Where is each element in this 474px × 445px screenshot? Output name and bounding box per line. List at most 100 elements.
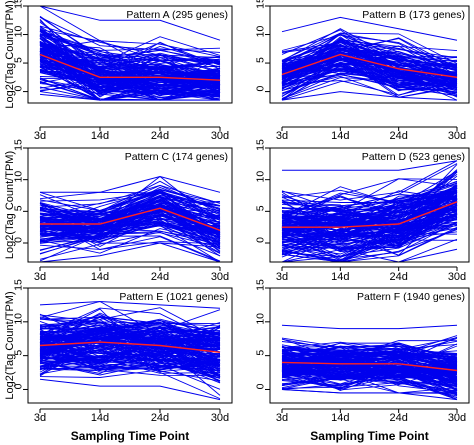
x-tick-label: 14d <box>331 412 349 424</box>
plot-frame <box>269 147 470 263</box>
gene-line <box>281 75 458 98</box>
gene-line <box>39 201 221 235</box>
gene-line <box>281 353 458 357</box>
lower-envelope-line <box>39 378 221 401</box>
gene-line <box>39 347 221 384</box>
gene-line <box>39 232 221 252</box>
mean-line <box>40 207 221 231</box>
panel-title: Pattern D (523 genes) <box>362 151 465 163</box>
gene-line <box>39 332 221 354</box>
gene-line <box>39 79 221 101</box>
lower-envelope-line <box>281 91 458 101</box>
panel-title: Pattern A (295 genes) <box>126 9 228 21</box>
gene-line <box>39 55 221 95</box>
y-tick-label: 5 <box>255 350 267 356</box>
gene-line <box>39 58 221 81</box>
y-axis-label: Log2(Tag Count/TPM) <box>4 291 16 399</box>
gene-line <box>39 184 221 208</box>
y-tick-label: 10 <box>13 26 25 38</box>
x-tick-label: 3d <box>276 130 288 142</box>
gene-line <box>281 238 458 262</box>
y-tick-label: 0 <box>255 86 267 92</box>
gene-line <box>281 378 458 398</box>
x-tick-label: 3d <box>276 412 288 424</box>
gene-profile-lines <box>281 16 458 101</box>
y-tick-label: 15 <box>13 0 25 9</box>
gene-line <box>39 75 221 101</box>
x-tick-label: 24d <box>151 130 169 142</box>
gene-line <box>39 193 221 219</box>
gene-line <box>282 229 458 262</box>
gene-line <box>281 33 458 79</box>
y-tick-label: 10 <box>255 313 267 325</box>
gene-line <box>281 376 458 390</box>
mean-line <box>39 341 221 353</box>
y-tick-label: 5 <box>13 57 25 63</box>
x-tick-label: 30d <box>211 271 229 283</box>
y-tick-label: 15 <box>255 0 267 9</box>
gene-line <box>281 195 458 236</box>
y-tick-label: 10 <box>13 171 25 183</box>
gene-line <box>39 25 221 65</box>
panel-b: Pattern B (173 genes) 0 5 10 15 3d 14d 24d 30d <box>255 0 470 142</box>
gene-line <box>39 315 221 382</box>
upper-envelope-line <box>40 175 221 193</box>
panel-e: Pattern E (1021 genes) 0 5 10 15 3d 14d 24d 30d L… <box>4 279 233 443</box>
y-tick-label: 0 <box>13 383 25 389</box>
gene-line <box>281 41 458 66</box>
mean-line <box>282 201 458 228</box>
gene-line <box>39 225 221 247</box>
gene-line <box>39 210 221 254</box>
gene-line <box>281 75 458 101</box>
panel-f: Pattern F (1940 genes) 0 5 10 15 3d 14d 24d 30d S… <box>255 279 470 443</box>
gene-line <box>39 204 221 237</box>
gene-line <box>281 362 458 378</box>
gene-line <box>39 44 221 62</box>
gene-profile-lines <box>281 160 458 262</box>
gene-line <box>281 169 458 223</box>
x-tick-label: 30d <box>448 130 466 142</box>
upper-envelope-line <box>281 16 458 41</box>
gene-line <box>39 341 221 370</box>
panel-title: Pattern E (1021 genes) <box>119 291 228 303</box>
upper-envelope-line <box>281 324 458 330</box>
gene-line <box>39 80 221 101</box>
gene-line <box>39 367 221 376</box>
gene-line <box>281 198 458 238</box>
gene-line <box>281 54 458 95</box>
gene-line <box>39 331 221 353</box>
x-tick-label: 14d <box>91 412 109 424</box>
y-tick-label: 15 <box>255 279 267 291</box>
x-tick-label: 30d <box>211 412 229 424</box>
gene-line <box>281 54 458 83</box>
x-tick-label: 14d <box>331 130 349 142</box>
gene-line <box>39 45 221 82</box>
gene-line <box>39 220 221 238</box>
gene-line <box>281 204 458 225</box>
x-axis-label: Sampling Time Point <box>310 429 428 443</box>
gene-line <box>39 337 221 353</box>
gene-line <box>281 57 458 87</box>
gene-line <box>39 344 221 396</box>
x-tick-label: 3d <box>34 130 46 142</box>
gene-line <box>281 365 458 391</box>
gene-line <box>281 368 458 384</box>
panel-a: Pattern A (295 genes) 0 5 10 15 3d 14d 24d 30d Lo… <box>4 0 233 142</box>
y-tick-label: 15 <box>255 139 267 151</box>
gene-line <box>39 42 221 68</box>
gene-line <box>39 307 221 344</box>
x-tick-label: 14d <box>331 271 349 283</box>
plot-frame <box>269 287 470 404</box>
lower-envelope-line <box>282 248 458 262</box>
gene-line <box>281 208 458 226</box>
x-tick-label: 3d <box>34 271 46 283</box>
gene-line <box>281 222 458 257</box>
gene-line <box>39 37 221 93</box>
y-tick-label: 0 <box>13 86 25 92</box>
y-tick-label: 5 <box>255 57 267 63</box>
gene-line <box>281 199 458 247</box>
gene-line <box>281 57 458 100</box>
y-tick-label: 0 <box>255 237 267 243</box>
gene-line <box>281 346 458 381</box>
gene-profile-lines <box>39 300 221 401</box>
